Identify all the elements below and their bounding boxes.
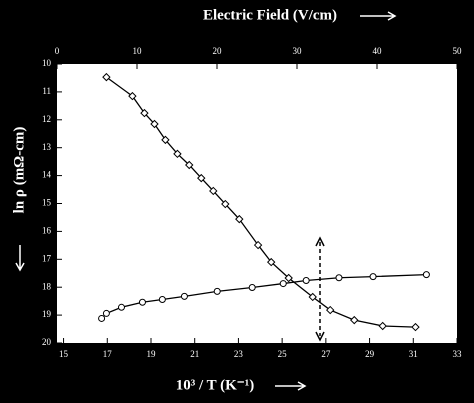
marker: [140, 108, 149, 118]
marker: [235, 214, 244, 224]
y-tick-label: 16: [42, 225, 52, 235]
marker: [213, 287, 221, 295]
marker: [253, 240, 263, 250]
marker: [161, 135, 170, 145]
marker: [150, 119, 159, 129]
x2-tick-label: 50: [453, 46, 463, 56]
marker: [369, 273, 377, 281]
y-tick-label: 10: [42, 58, 52, 68]
marker: [350, 315, 359, 325]
y-tick-label: 17: [42, 253, 52, 263]
x-tick-label: 23: [234, 349, 244, 359]
marker: [98, 314, 106, 322]
marker: [128, 91, 137, 101]
arrow-heads: [315, 236, 325, 342]
y-tick-label: 14: [42, 170, 52, 180]
x-tick-label: 31: [409, 349, 418, 359]
marker: [138, 298, 146, 306]
x2-tick-label: 30: [293, 46, 303, 56]
y-tick-label: 11: [42, 86, 51, 96]
marker: [248, 283, 256, 291]
marker: [411, 322, 420, 332]
x-tick-label: 19: [146, 349, 156, 359]
x-tick-label: 27: [321, 349, 331, 359]
marker: [102, 72, 111, 82]
marker: [173, 149, 182, 159]
marker: [158, 295, 166, 303]
arrow: [360, 11, 397, 21]
arrow: [15, 245, 25, 272]
top-axis-label: Electric Field (V/cm): [203, 7, 337, 23]
arrow: [275, 381, 307, 391]
marker: [284, 273, 293, 283]
y-axis-label: ln ρ (mΩ-cm): [11, 127, 27, 214]
x-tick-label: 15: [59, 349, 69, 359]
marker: [221, 199, 230, 209]
y-tick-label: 20: [42, 337, 52, 347]
plot-area: [57, 64, 457, 343]
x-tick-label: 29: [365, 349, 375, 359]
marker: [326, 305, 335, 315]
marker: [378, 321, 387, 331]
marker: [267, 257, 276, 267]
marker: [302, 277, 310, 285]
y-tick-label: 12: [42, 114, 51, 124]
marker: [185, 160, 194, 170]
x2-tick-label: 40: [373, 46, 383, 56]
y-tick-label: 13: [42, 142, 52, 152]
x-tick-label: 21: [190, 349, 199, 359]
x-tick-label: 33: [453, 349, 463, 359]
marker: [180, 292, 188, 300]
marker: [197, 173, 206, 183]
x2-tick-label: 20: [213, 46, 223, 56]
y-tick-label: 15: [42, 198, 52, 208]
x-tick-label: 17: [103, 349, 113, 359]
y-tick-label: 19: [42, 309, 52, 319]
marker: [422, 271, 430, 279]
marker: [117, 303, 125, 311]
marker: [308, 292, 317, 302]
y-tick-label: 18: [42, 281, 52, 291]
x-axis-label: 10³ / T (K⁻¹): [176, 377, 254, 393]
marker: [102, 309, 110, 317]
x2-tick-label: 10: [133, 46, 143, 56]
marker: [279, 280, 287, 288]
marker: [209, 186, 218, 196]
marker: [335, 274, 343, 282]
x-tick-label: 25: [278, 349, 288, 359]
x2-tick-label: 0: [55, 46, 60, 56]
